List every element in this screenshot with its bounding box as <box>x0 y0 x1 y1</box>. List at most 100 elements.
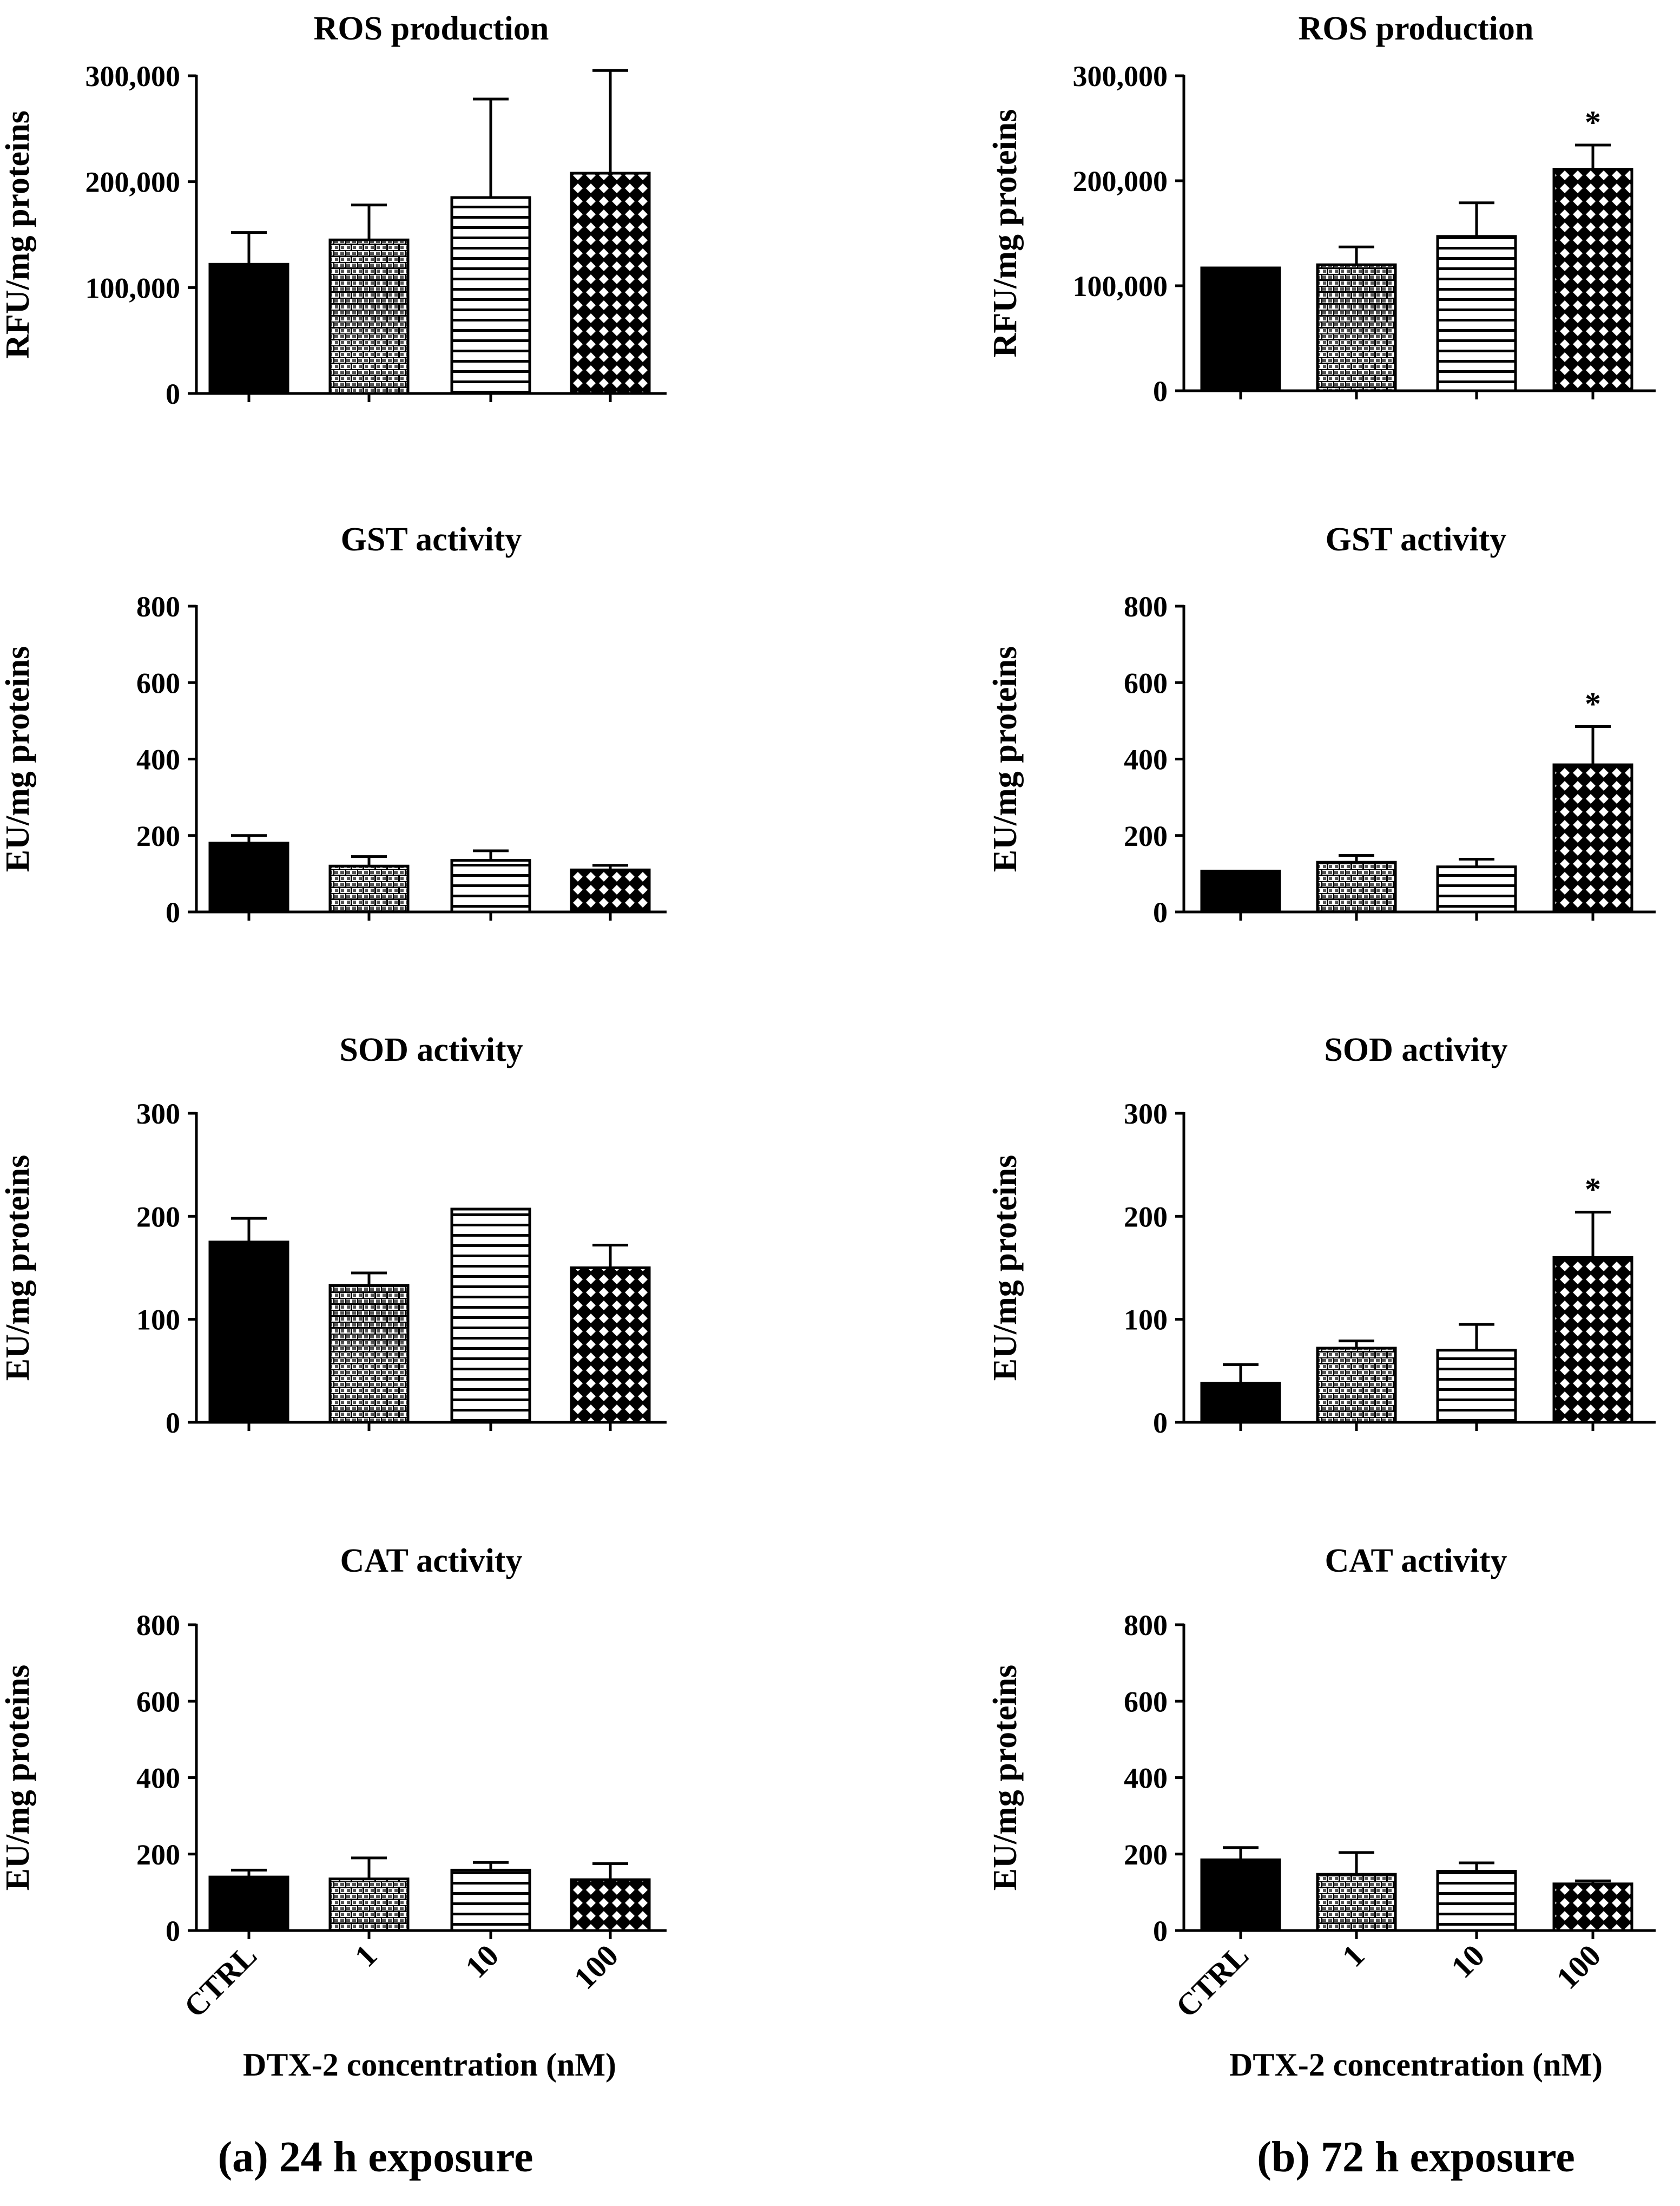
y-tick-label: 200 <box>136 820 180 852</box>
y-tick-label: 0 <box>1153 896 1168 929</box>
x-tick-label-100: 100 <box>1550 1938 1607 1995</box>
x-axis-labels-layer: DTX-2 concentration (nM) DTX-2 concentra… <box>218 2047 1603 2181</box>
y-tick-label: 200 <box>1124 1839 1168 1871</box>
bar-ctrl <box>1200 1382 1281 1424</box>
y-axis-label: EU/mg proteins <box>987 1665 1024 1890</box>
y-tick-label: 100,000 <box>1073 270 1168 303</box>
y-tick-label: 400 <box>136 1762 180 1795</box>
y-axis-label: EU/mg proteins <box>987 646 1024 872</box>
bar-10 <box>1436 865 1517 914</box>
y-tick-label: 200 <box>136 1200 180 1233</box>
x-axis-title-a: DTX-2 concentration (nM) <box>243 2047 616 2083</box>
chart-sod-72h: SOD activity EU/mg proteins 0 100 200 300 * <box>987 1032 1656 1439</box>
bar-ctrl <box>1200 869 1281 914</box>
bar-100 <box>1552 1256 1633 1424</box>
chart-sod-24h: SOD activity EU/mg proteins 0 100 200 300 <box>0 1032 667 1439</box>
y-tick-label: 200,000 <box>85 166 181 199</box>
bar-10 <box>1436 1349 1517 1424</box>
column-caption-b: (b) 72 h exposure <box>1257 2133 1574 2181</box>
chart-ros-72h: ROS production RFU/mg proteins 0 100,000 200… <box>987 10 1656 408</box>
y-tick-label: 400 <box>136 744 180 776</box>
x-tick-label-1: 1 <box>348 1938 384 1973</box>
y-tick-label: 300 <box>1124 1098 1168 1130</box>
y-tick-label: 0 <box>1153 1407 1168 1439</box>
bar-10 <box>450 859 531 914</box>
chart-gst-24h: GST activity EU/mg proteins 0 200 400 600 800 <box>0 521 667 929</box>
y-tick-label: 0 <box>166 1407 180 1439</box>
column-caption-a: (a) 24 h exposure <box>218 2133 533 2181</box>
chart-title: ROS production <box>314 10 549 47</box>
y-tick-label: 800 <box>1124 590 1168 623</box>
bar-1 <box>328 1284 410 1424</box>
y-tick-label: 600 <box>136 667 180 699</box>
bar-ctrl <box>208 262 289 395</box>
chart-title: GST activity <box>1326 521 1507 558</box>
y-tick-label: 800 <box>136 1609 180 1642</box>
bar-10 <box>450 1207 531 1424</box>
y-tick-label: 600 <box>136 1685 180 1718</box>
y-axis-label: EU/mg proteins <box>0 1665 36 1890</box>
chart-gst-72h: GST activity EU/mg proteins 0 200 400 600 800 * <box>987 521 1656 929</box>
x-tick-label-ctrl: CTRL <box>177 1938 263 2024</box>
y-tick-label: 0 <box>1153 1915 1168 1947</box>
bar-ctrl <box>1200 1858 1281 1932</box>
bar-1 <box>1316 1347 1397 1424</box>
significance-marker: * <box>1585 104 1601 140</box>
chart-cat-24h: CAT activity EU/mg proteins 0 200 400 600 800 C… <box>0 1542 667 2024</box>
y-tick-label: 0 <box>166 896 180 929</box>
y-tick-label: 0 <box>166 378 180 410</box>
y-axis-label: EU/mg proteins <box>0 646 36 872</box>
y-tick-label: 800 <box>136 590 180 623</box>
bar-100 <box>1552 168 1633 392</box>
charts-layer: ROS production RFU/mg proteins 0 100,000 200… <box>0 10 1656 2024</box>
bar-1 <box>1316 861 1397 914</box>
x-tick-label-100: 100 <box>567 1938 625 1995</box>
y-tick-label: 600 <box>1124 1685 1168 1718</box>
bar-100 <box>570 1266 651 1424</box>
bar-10 <box>450 196 531 395</box>
x-tick-label-ctrl: CTRL <box>1169 1938 1255 2024</box>
y-tick-label: 200 <box>136 1839 180 1871</box>
x-axis-title-b: DTX-2 concentration (nM) <box>1229 2047 1603 2083</box>
bar-1 <box>1316 263 1397 392</box>
chart-title: GST activity <box>341 521 522 558</box>
chart-title: SOD activity <box>339 1032 523 1068</box>
bar-ctrl <box>208 1875 289 1932</box>
chart-cat-72h: CAT activity EU/mg proteins 0 200 400 600 800 C… <box>987 1542 1656 2024</box>
x-tick-label-10: 10 <box>458 1938 505 1985</box>
y-tick-label: 800 <box>1124 1609 1168 1642</box>
y-tick-label: 300 <box>136 1098 180 1130</box>
bar-1 <box>1316 1873 1397 1932</box>
y-tick-label: 100,000 <box>85 272 181 304</box>
y-axis-label: RFU/mg proteins <box>0 110 36 359</box>
y-tick-label: 0 <box>166 1915 180 1947</box>
bar-100 <box>1552 1882 1633 1932</box>
bar-ctrl <box>1200 266 1281 392</box>
y-tick-label: 400 <box>1124 1762 1168 1795</box>
x-tick-label-1: 1 <box>1335 1938 1371 1973</box>
y-axis-label: EU/mg proteins <box>0 1155 36 1381</box>
y-tick-label: 200,000 <box>1073 165 1168 198</box>
bar-10 <box>1436 1870 1517 1932</box>
chart-ros-24h: ROS production RFU/mg proteins 0 100,000 200… <box>0 10 667 410</box>
y-tick-label: 100 <box>136 1304 180 1336</box>
y-tick-label: 0 <box>1153 375 1168 408</box>
chart-title: CAT activity <box>340 1542 523 1579</box>
y-axis-label: RFU/mg proteins <box>987 109 1024 358</box>
y-tick-label: 600 <box>1124 667 1168 699</box>
chart-title: ROS production <box>1299 10 1534 47</box>
y-tick-label: 100 <box>1124 1304 1168 1336</box>
bar-1 <box>328 1877 410 1932</box>
significance-marker: * <box>1585 686 1601 721</box>
bar-100 <box>1552 763 1633 914</box>
significance-marker: * <box>1585 1172 1601 1207</box>
chart-title: SOD activity <box>1324 1032 1507 1068</box>
bar-10 <box>1436 235 1517 392</box>
y-tick-label: 400 <box>1124 744 1168 776</box>
bar-1 <box>328 238 410 395</box>
bar-1 <box>328 864 410 914</box>
chart-title: CAT activity <box>1325 1542 1507 1579</box>
bar-10 <box>450 1868 531 1932</box>
bar-100 <box>570 1878 651 1932</box>
